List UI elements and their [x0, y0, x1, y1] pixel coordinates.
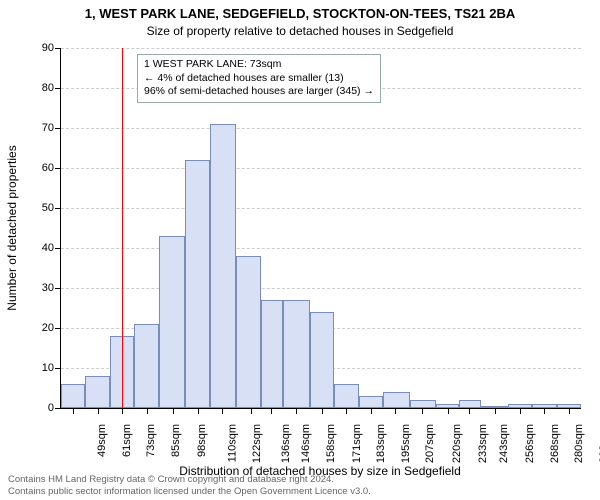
plot-area: 1 WEST PARK LANE: 73sqm ← 4% of detached… — [60, 48, 581, 409]
x-tick — [346, 408, 347, 414]
x-tick-label: 122sqm — [251, 424, 263, 463]
x-tick — [296, 408, 297, 414]
x-tick — [251, 408, 252, 414]
x-tick-label: 183sqm — [376, 424, 388, 463]
x-tick-label: 280sqm — [573, 424, 585, 463]
annotation-line: 1 WEST PARK LANE: 73sqm — [144, 58, 374, 72]
x-tick-label: 207sqm — [425, 424, 437, 463]
x-tick — [222, 408, 223, 414]
x-tick-label: 220sqm — [451, 424, 463, 463]
histogram-bar — [134, 324, 158, 408]
y-tick — [55, 168, 61, 169]
y-tick-label: 50 — [26, 202, 54, 214]
histogram-bar — [261, 300, 283, 408]
y-tick-label: 10 — [26, 362, 54, 374]
annotation-line: 96% of semi-detached houses are larger (… — [144, 85, 374, 99]
y-tick — [55, 248, 61, 249]
grid-line — [61, 208, 581, 209]
x-tick — [198, 408, 199, 414]
y-tick — [55, 208, 61, 209]
x-tick — [98, 408, 99, 414]
grid-line — [61, 288, 581, 289]
histogram-bar — [334, 384, 358, 408]
x-tick-label: 195sqm — [400, 424, 412, 463]
x-tick — [395, 408, 396, 414]
y-tick — [55, 288, 61, 289]
histogram-bar — [310, 312, 334, 408]
x-tick — [569, 408, 570, 414]
grid-line — [61, 248, 581, 249]
y-tick — [55, 408, 61, 409]
x-tick-label: 85sqm — [170, 424, 182, 457]
x-tick — [520, 408, 521, 414]
x-tick — [271, 408, 272, 414]
y-tick — [55, 128, 61, 129]
footer-attribution: Contains HM Land Registry data © Crown c… — [8, 474, 371, 498]
x-tick — [173, 408, 174, 414]
x-tick-label: 243sqm — [498, 424, 510, 463]
histogram-bar — [159, 236, 186, 408]
x-tick — [544, 408, 545, 414]
x-tick-label: 256sqm — [524, 424, 536, 463]
annotation-box: 1 WEST PARK LANE: 73sqm ← 4% of detached… — [137, 54, 381, 103]
x-tick — [122, 408, 123, 414]
y-tick-label: 60 — [26, 162, 54, 174]
y-axis-label: Number of detached properties — [5, 145, 19, 310]
footer-line: Contains public sector information licen… — [8, 486, 371, 498]
x-tick-label: 110sqm — [226, 424, 238, 462]
x-tick-label: 61sqm — [121, 424, 133, 457]
chart-container: 1, WEST PARK LANE, SEDGEFIELD, STOCKTON-… — [0, 0, 600, 500]
histogram-bar — [185, 160, 209, 408]
x-tick — [147, 408, 148, 414]
footer-line: Contains HM Land Registry data © Crown c… — [8, 474, 371, 486]
x-tick — [448, 408, 449, 414]
x-tick-label: 73sqm — [145, 424, 157, 457]
title-subtitle: Size of property relative to detached ho… — [0, 24, 600, 38]
x-tick-label: 268sqm — [549, 424, 561, 463]
x-tick — [322, 408, 323, 414]
grid-line — [61, 128, 581, 129]
x-tick — [469, 408, 470, 414]
y-tick-label: 20 — [26, 322, 54, 334]
grid-line — [61, 48, 581, 49]
x-tick-label: 171sqm — [351, 424, 363, 463]
x-tick — [371, 408, 372, 414]
histogram-bar — [236, 256, 260, 408]
x-tick-label: 158sqm — [325, 424, 337, 463]
y-tick — [55, 328, 61, 329]
histogram-bar — [61, 384, 85, 408]
y-tick — [55, 88, 61, 89]
y-tick — [55, 368, 61, 369]
y-tick-label: 90 — [26, 42, 54, 54]
histogram-bar — [210, 124, 237, 408]
x-tick-label: 146sqm — [300, 424, 312, 463]
x-tick — [422, 408, 423, 414]
histogram-bar — [481, 406, 508, 408]
title-address: 1, WEST PARK LANE, SEDGEFIELD, STOCKTON-… — [0, 6, 600, 21]
reference-line — [122, 48, 123, 408]
y-tick-label: 40 — [26, 242, 54, 254]
x-tick-label: 233sqm — [478, 424, 490, 463]
histogram-bar — [383, 392, 410, 408]
x-tick — [495, 408, 496, 414]
x-tick — [73, 408, 74, 414]
histogram-bar — [459, 400, 481, 408]
x-tick-label: 98sqm — [196, 424, 208, 457]
x-tick-label: 49sqm — [96, 424, 108, 457]
y-tick-label: 0 — [26, 402, 54, 414]
histogram-bar — [85, 376, 109, 408]
y-tick — [55, 48, 61, 49]
histogram-bar — [410, 400, 437, 408]
x-tick-label: 136sqm — [280, 424, 292, 463]
grid-line — [61, 168, 581, 169]
histogram-bar — [436, 404, 458, 408]
y-tick-label: 80 — [26, 82, 54, 94]
y-tick-label: 70 — [26, 122, 54, 134]
annotation-line: ← 4% of detached houses are smaller (13) — [144, 72, 374, 86]
histogram-bar — [283, 300, 310, 408]
histogram-bar — [359, 396, 383, 408]
y-tick-label: 30 — [26, 282, 54, 294]
